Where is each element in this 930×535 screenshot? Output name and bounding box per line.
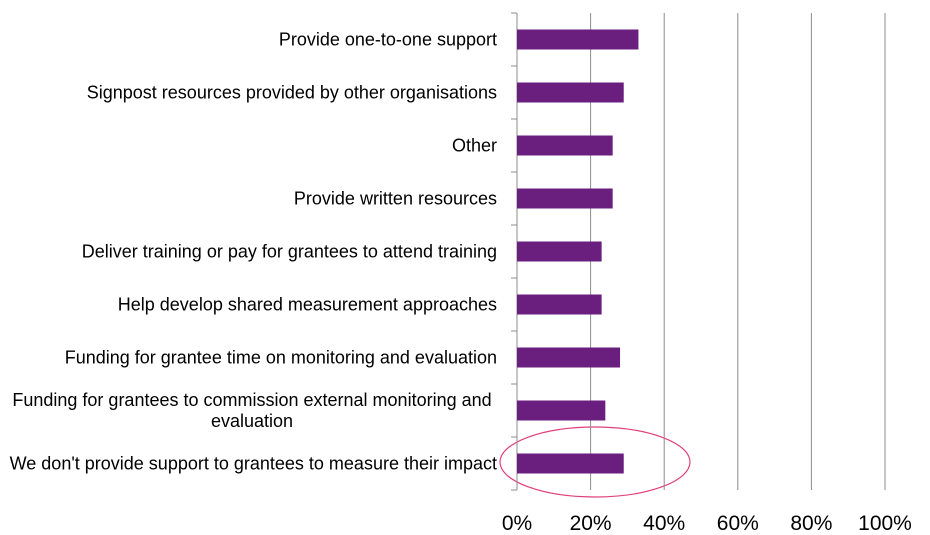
category-label-box: Provide written resources [7, 188, 497, 209]
highlight-ellipse [499, 426, 691, 498]
y-tick-label: Provide written resources [293, 188, 497, 208]
y-tick-label: Signpost resources provided by other org… [86, 82, 497, 102]
category-label-box: Help develop shared measurement approach… [7, 294, 497, 315]
y-tick-label: Provide one-to-one support [278, 29, 497, 49]
category-label-box: We don't provide support to grantees to … [7, 453, 497, 474]
bar [517, 294, 602, 315]
category-label-box: Funding for grantees to commission exter… [7, 390, 497, 432]
bar [517, 400, 606, 421]
x-tick-label: 100% [858, 512, 912, 535]
bar [517, 82, 624, 103]
category-label-box: Provide one-to-one support [7, 29, 497, 50]
bar [517, 188, 613, 209]
x-tick-label: 40% [643, 512, 685, 535]
category-label-box: Deliver training or pay for grantees to … [7, 241, 497, 262]
bar [517, 135, 613, 156]
bar [517, 453, 624, 474]
y-tick-label: Help develop shared measurement approach… [117, 294, 497, 314]
y-tick-label: Funding for grantees to commission exter… [12, 389, 492, 431]
category-label-box: Funding for grantee time on monitoring a… [7, 347, 497, 368]
bar [517, 241, 602, 262]
y-tick-label: Deliver training or pay for grantees to … [81, 241, 497, 261]
x-tick-label: 0% [502, 512, 532, 535]
y-tick-label: We don't provide support to grantees to … [9, 453, 497, 473]
y-tick-label: Funding for grantee time on monitoring a… [64, 347, 497, 367]
category-label-box: Signpost resources provided by other org… [7, 82, 497, 103]
x-tick-label: 80% [790, 512, 832, 535]
x-tick-label: 20% [570, 512, 612, 535]
y-tick-label: Other [451, 135, 497, 155]
x-tick-label: 60% [717, 512, 759, 535]
bar [517, 347, 621, 368]
category-label-box: Other [7, 135, 497, 156]
bar [517, 29, 639, 50]
